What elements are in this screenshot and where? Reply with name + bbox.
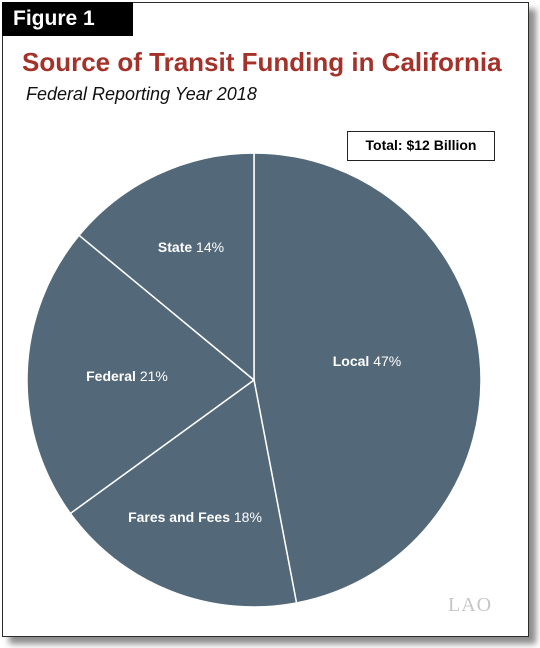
pie-slice-fares-and-fees [69,378,298,608]
chart-title: Source of Transit Funding in California [22,47,502,77]
total-badge: Total: $12 Billion [347,131,495,161]
pie-slice-local [253,152,482,604]
slice-label-value: 14% [196,239,224,255]
slice-label-fares-and-fees: Fares and Fees 18% [128,509,262,525]
lao-logo: LAO [448,594,493,616]
pie-slice-state [78,152,255,382]
slice-label-name: State [158,239,196,255]
slice-label-state: State 14% [158,239,224,255]
slice-label-name: Fares and Fees [128,509,234,525]
chart-subtitle: Federal Reporting Year 2018 [26,84,257,104]
slice-label-federal: Federal 21% [86,368,168,384]
slice-label-value: 47% [373,353,401,369]
slice-label-value: 18% [234,509,262,525]
slice-label-value: 21% [140,368,168,384]
slice-label-name: Local [333,353,373,369]
figure-label: Figure 1 [2,2,133,36]
slice-label-name: Federal [86,368,140,384]
pie-slice-federal [26,234,256,515]
slice-label-local: Local 47% [333,353,402,369]
